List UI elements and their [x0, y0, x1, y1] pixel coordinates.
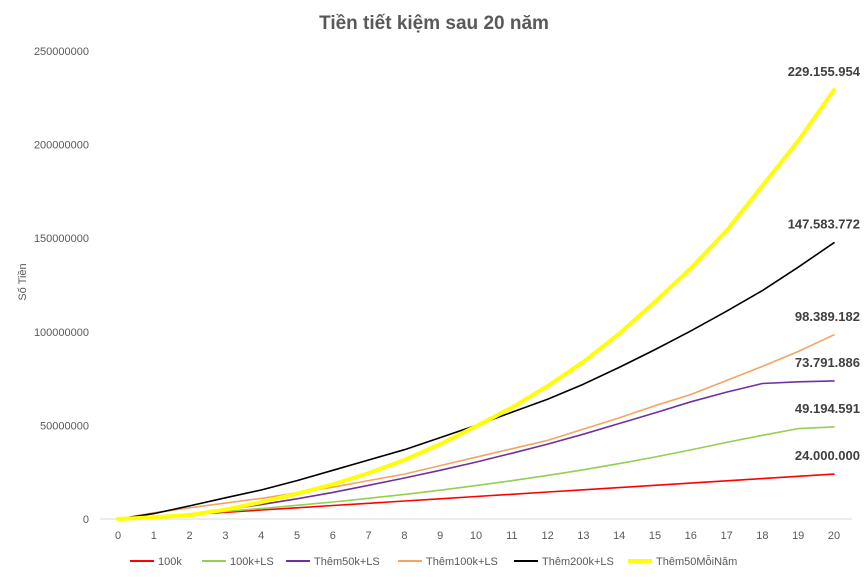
x-tick-label: 13 — [577, 530, 589, 542]
y-axis-label: Số Tiền — [17, 263, 29, 300]
y-tick-label: 50000000 — [40, 420, 89, 432]
legend-label: Thêm200k+LS — [542, 556, 614, 568]
data-label: 98.389.182 — [795, 309, 860, 324]
series-line-5 — [116, 88, 836, 521]
series-lines — [116, 88, 836, 521]
x-tick-label: 12 — [541, 530, 553, 542]
x-tick-label: 15 — [649, 530, 661, 542]
y-tick-label: 250000000 — [34, 46, 89, 58]
x-tick-label: 1 — [151, 530, 157, 542]
y-tick-labels: 0 50000000 100000000 150000000 200000000 2500… — [34, 46, 89, 526]
x-tick-label: 18 — [756, 530, 768, 542]
x-tick-label: 0 — [115, 530, 121, 542]
x-tick-label: 14 — [613, 530, 625, 542]
x-tick-label: 19 — [792, 530, 804, 542]
x-tick-label: 6 — [330, 530, 336, 542]
data-label: 147.583.772 — [788, 217, 860, 232]
chart-title: Tiền tiết kiệm sau 20 năm — [319, 13, 549, 34]
x-tick-label: 3 — [222, 530, 228, 542]
x-tick-label: 4 — [258, 530, 264, 542]
x-tick-label: 11 — [506, 530, 517, 542]
legend-label: 100k — [158, 556, 182, 568]
x-tick-label: 5 — [294, 530, 300, 542]
x-tick-labels: 0 1 2 3 4 5 6 7 8 9 10 11 12 13 14 15 16 17 18 19 20 — [115, 530, 840, 542]
x-tick-label: 16 — [685, 530, 697, 542]
series-line-1 — [117, 426, 835, 520]
x-tick-label: 10 — [470, 530, 482, 542]
data-label: 73.791.886 — [795, 355, 860, 370]
x-tick-label: 2 — [187, 530, 193, 542]
x-tick-label: 7 — [366, 530, 372, 542]
y-tick-label: 100000000 — [34, 327, 89, 339]
y-tick-label: 200000000 — [34, 140, 89, 152]
legend-label: Thêm100k+LS — [426, 556, 498, 568]
data-labels: 24.000.000 49.194.591 73.791.886 98.389.182… — [788, 64, 861, 463]
x-tick-label: 9 — [437, 530, 443, 542]
legend-label: Thêm50MỗiNăm — [656, 555, 737, 568]
legend-label: Thêm50k+LS — [314, 556, 380, 568]
series-line-0 — [117, 473, 835, 520]
data-label: 24.000.000 — [795, 448, 860, 463]
x-tick-label: 20 — [828, 530, 840, 542]
data-label: 229.155.954 — [788, 64, 861, 79]
series-line-3 — [117, 334, 835, 520]
x-tick-label: 8 — [401, 530, 407, 542]
legend-label: 100k+LS — [230, 556, 274, 568]
y-tick-label: 150000000 — [34, 233, 89, 245]
data-label: 49.194.591 — [795, 401, 860, 416]
y-tick-label: 0 — [83, 514, 89, 526]
x-tick-label: 17 — [720, 530, 732, 542]
legend: 100k 100k+LS Thêm50k+LS Thêm100k+LS Thêm200k… — [130, 555, 737, 568]
